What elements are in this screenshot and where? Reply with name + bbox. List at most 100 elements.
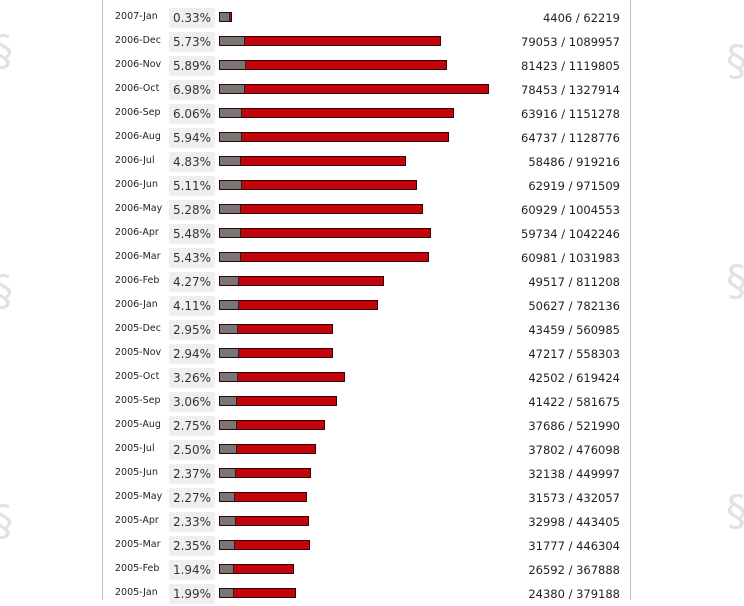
share-bar-hits-segment (220, 421, 237, 429)
table-row: 2005-Mar 2.35% 31777 / 446304 (103, 534, 630, 558)
share-bar-hits-segment (220, 205, 242, 213)
percent-value: 2.35% (169, 536, 215, 556)
table-row: 2005-Feb 1.94% 26592 / 367888 (103, 558, 630, 582)
table-row: 2005-Dec 2.95% 43459 / 560985 (103, 318, 630, 342)
month-label: 2005-Apr (115, 515, 159, 526)
month-label: 2006-Aug (115, 131, 161, 142)
month-label: 2006-Jan (115, 299, 158, 310)
table-row: 2006-Jun 5.11% 62919 / 971509 (103, 174, 630, 198)
table-row: 2005-Sep 3.06% 41422 / 581675 (103, 390, 630, 414)
month-label: 2006-Sep (115, 107, 161, 118)
month-label: 2006-Mar (115, 251, 161, 262)
count-value: 37686 / 521990 (528, 419, 620, 433)
month-label: 2005-Mar (115, 539, 161, 550)
table-row: 2006-Aug 5.94% 64737 / 1128776 (103, 126, 630, 150)
share-bar (219, 180, 417, 190)
count-value: 78453 / 1327914 (521, 83, 620, 97)
share-bar (219, 396, 338, 406)
month-label: 2006-Apr (115, 227, 159, 238)
table-row: 2006-Jul 4.83% 58486 / 919216 (103, 150, 630, 174)
percent-value: 1.94% (169, 560, 215, 580)
month-label: 2005-Oct (115, 371, 160, 382)
percent-value: 5.43% (169, 248, 215, 268)
share-bar-hits-segment (220, 109, 243, 117)
share-bar (219, 372, 346, 382)
watermark-glyph: § (0, 500, 16, 542)
month-label: 2006-Feb (115, 275, 160, 286)
percent-value: 4.83% (169, 152, 215, 172)
month-label: 2006-Nov (115, 59, 162, 70)
month-label: 2006-Oct (115, 83, 160, 94)
count-value: 47217 / 558303 (528, 347, 620, 361)
share-bar (219, 252, 430, 262)
share-bar-hits-segment (220, 13, 230, 21)
percent-value: 5.89% (169, 56, 215, 76)
share-bar (219, 468, 311, 478)
share-bar (219, 204, 424, 214)
watermark-glyph: § (0, 270, 16, 312)
count-value: 32998 / 443405 (528, 515, 620, 529)
watermark-glyph: § (726, 260, 744, 302)
count-value: 4406 / 62219 (542, 11, 620, 25)
percent-value: 0.33% (169, 8, 215, 28)
percent-value: 3.06% (169, 392, 215, 412)
share-bar (219, 12, 232, 22)
percent-value: 5.94% (169, 128, 215, 148)
month-label: 2005-May (115, 491, 163, 502)
count-value: 31777 / 446304 (528, 539, 620, 553)
share-bar-hits-segment (220, 517, 236, 525)
share-bar-hits-segment (220, 61, 246, 69)
share-bar-hits-segment (220, 229, 242, 237)
month-label: 2005-Feb (115, 563, 160, 574)
share-bar-hits-segment (220, 589, 234, 597)
share-bar-hits-segment (220, 157, 241, 165)
percent-value: 2.27% (169, 488, 215, 508)
month-label: 2005-Dec (115, 323, 161, 334)
monthly-stats-panel: 2007-Jan 0.33% 4406 / 62219 2006-Dec 5.73% 79… (102, 0, 631, 604)
month-label: 2006-Jun (115, 179, 158, 190)
count-value: 43459 / 560985 (528, 323, 620, 337)
count-value: 60981 / 1031983 (521, 251, 620, 265)
percent-value: 5.28% (169, 200, 215, 220)
share-bar (219, 132, 449, 142)
month-label: 2005-Jan (115, 587, 158, 598)
share-bar (219, 84, 490, 94)
percent-value: 6.06% (169, 104, 215, 124)
percent-value: 4.27% (169, 272, 215, 292)
share-bar (219, 564, 295, 574)
share-bar (219, 276, 385, 286)
share-bar-hits-segment (220, 325, 238, 333)
share-bar-hits-segment (220, 493, 236, 501)
share-bar-hits-segment (220, 349, 239, 357)
watermark-glyph: § (726, 40, 744, 82)
percent-value: 2.50% (169, 440, 215, 460)
month-label: 2005-Jul (115, 443, 155, 454)
count-value: 63916 / 1151278 (521, 107, 620, 121)
table-row: 2006-Apr 5.48% 59734 / 1042246 (103, 222, 630, 246)
table-row: 2005-Jul 2.50% 37802 / 476098 (103, 438, 630, 462)
share-bar (219, 588, 296, 598)
count-value: 64737 / 1128776 (521, 131, 620, 145)
month-label: 2007-Jan (115, 11, 158, 22)
count-value: 31573 / 432057 (528, 491, 620, 505)
percent-value: 2.95% (169, 320, 215, 340)
count-value: 58486 / 919216 (528, 155, 620, 169)
share-bar-hits-segment (220, 565, 235, 573)
table-row: 2005-Jun 2.37% 32138 / 449997 (103, 462, 630, 486)
share-bar (219, 300, 379, 310)
count-value: 62919 / 971509 (528, 179, 620, 193)
table-row: 2006-Nov 5.89% 81423 / 1119805 (103, 54, 630, 78)
count-value: 50627 / 782136 (528, 299, 620, 313)
table-row: 2006-Oct 6.98% 78453 / 1327914 (103, 78, 630, 102)
percent-value: 5.11% (169, 176, 215, 196)
table-row: 2006-Jan 4.11% 50627 / 782136 (103, 294, 630, 318)
count-value: 41422 / 581675 (528, 395, 620, 409)
share-bar (219, 420, 326, 430)
share-bar (219, 516, 310, 526)
count-value: 79053 / 1089957 (521, 35, 620, 49)
month-label: 2005-Sep (115, 395, 161, 406)
share-bar (219, 348, 333, 358)
share-bar-hits-segment (220, 133, 243, 141)
percent-value: 2.75% (169, 416, 215, 436)
table-row: 2006-Sep 6.06% 63916 / 1151278 (103, 102, 630, 126)
